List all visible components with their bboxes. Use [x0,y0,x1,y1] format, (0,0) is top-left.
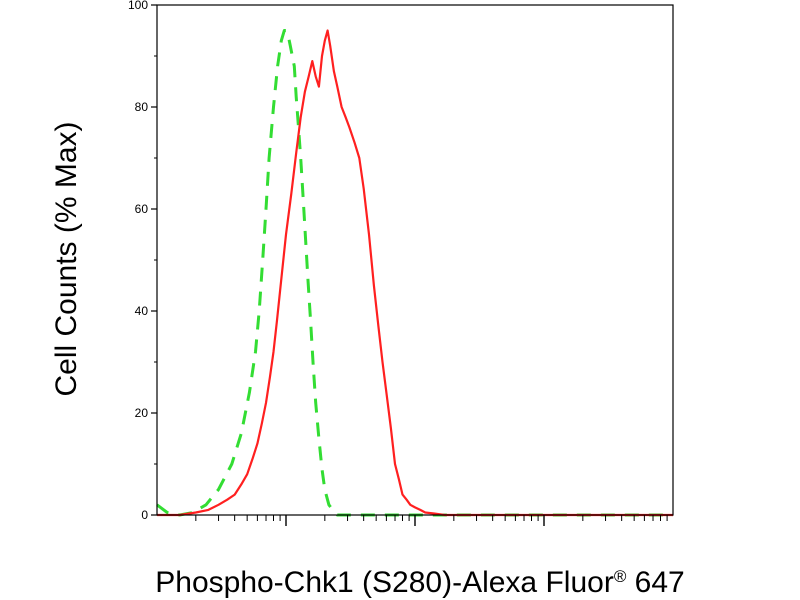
y-axis-title: Cell Counts (% Max) [50,121,83,396]
y-axis: 0 20 40 60 80 100 [128,0,157,522]
y-tick-label: 100 [128,0,148,12]
y-tick-label: 80 [135,100,149,114]
x-axis-title: Phospho-Chk1 (S280)-Alexa Fluor® 647 [155,566,684,599]
y-tick-label: 20 [135,406,149,420]
x-axis-title-main: Phospho-Chk1 (S280)-Alexa Fluor [155,566,614,599]
y-tick-label: 60 [135,202,149,216]
series-layer [156,29,673,517]
stained-histogram-curve [157,29,673,517]
x-axis [195,515,668,526]
plot-frame [156,4,674,516]
y-tick-label: 0 [141,508,148,522]
x-axis-title-suffix: 647 [626,566,684,599]
y-tick-label: 40 [135,304,149,318]
registered-mark: ® [614,567,627,586]
control-histogram-curve [156,29,673,517]
